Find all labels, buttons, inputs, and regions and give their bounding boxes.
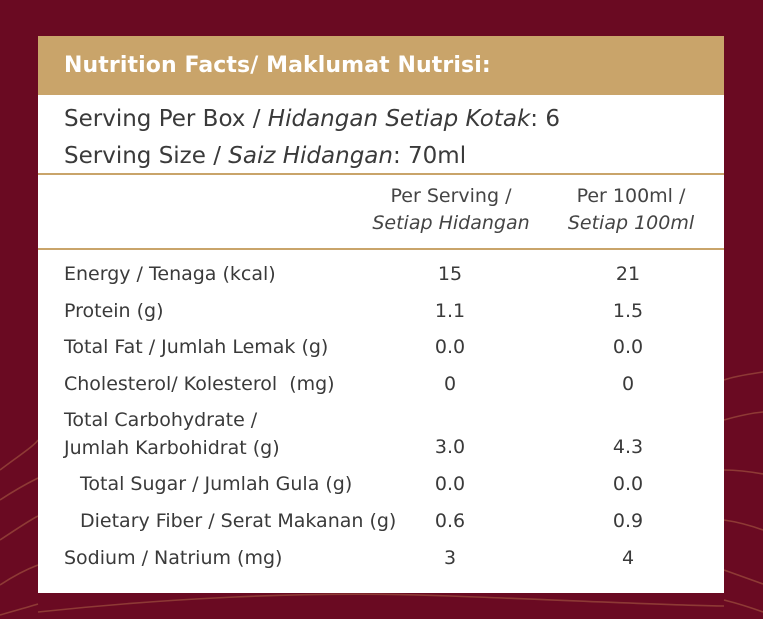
row-value-per-serving: 3.0 [434, 436, 466, 459]
row-value-per-serving: 15 [437, 263, 463, 285]
row-value-per-serving: 3 [443, 546, 457, 569]
row-value-per-100ml: 0.0 [612, 336, 644, 359]
serving-size-value: : 70ml [392, 143, 467, 169]
column-header-per-serving-line1: Per Serving / [390, 185, 512, 207]
row-value-per-serving: 0 [443, 372, 457, 395]
row-label: Cholesterol/ Kolesterol (mg) [64, 372, 335, 395]
row-label: Total Carbohydrate / [64, 409, 258, 432]
row-label: Protein (g) [64, 299, 164, 322]
table-row-total-fat: Total Fat / Jumlah Lemak (g) 0.0 0.0 [38, 329, 724, 366]
row-label: Total Fat / Jumlah Lemak (g) [64, 336, 329, 359]
row-value-per-100ml: 21 [615, 263, 641, 285]
table-row-protein: Protein (g) 1.1 1.5 [38, 293, 724, 330]
table-row-total-carbohydrate: Total Carbohydrate / Jumlah Karbohidrat … [38, 402, 724, 466]
serving-per-box-label: Serving Per Box / [64, 106, 268, 132]
row-label: Total Sugar / Jumlah Gula (g) [80, 473, 353, 496]
column-header-per-100ml: Per 100ml / Setiap 100ml [551, 183, 711, 237]
column-header-per-serving: Per Serving / Setiap Hidangan [356, 183, 546, 237]
divider-top [38, 173, 724, 175]
column-header-per-100ml-line2: Setiap 100ml [567, 212, 695, 234]
table-row-energy: Energy / Tenaga (kcal) 15 21 [38, 256, 724, 293]
serving-size-label: Serving Size / [64, 143, 229, 169]
row-value-per-100ml: 0.9 [612, 509, 644, 532]
serving-per-box-label-italic: Hidangan Setiap Kotak [267, 106, 531, 132]
row-value-per-serving: 0.0 [434, 336, 466, 359]
row-value-per-100ml: 0 [621, 372, 635, 395]
row-value-per-100ml: 0.0 [612, 473, 644, 496]
column-headers: Per Serving / Setiap Hidangan Per 100ml … [38, 175, 724, 248]
table-row-dietary-fiber: Dietary Fiber / Serat Makanan (g) 0.6 0.… [38, 503, 724, 540]
row-label: Sodium / Natrium (mg) [64, 546, 283, 569]
divider-header [38, 248, 724, 250]
row-label: Dietary Fiber / Serat Makanan (g) [80, 509, 397, 532]
row-label: Energy / Tenaga (kcal) [64, 263, 276, 285]
table-row-sodium: Sodium / Natrium (mg) 3 4 [38, 540, 724, 577]
serving-per-box: Serving Per Box / Hidangan Setiap Kotak:… [64, 101, 724, 138]
row-label-line2: Jumlah Karbohidrat (g) [64, 437, 280, 460]
row-value-per-serving: 0.6 [434, 509, 466, 532]
serving-size-label-italic: Saiz Hidangan [228, 143, 393, 169]
row-value-per-serving: 1.1 [434, 299, 466, 322]
row-value-per-100ml: 1.5 [612, 299, 644, 322]
row-value-per-serving: 0.0 [434, 473, 466, 496]
nutrition-facts-title: Nutrition Facts/ Maklumat Nutrisi: [38, 36, 724, 95]
serving-size: Serving Size / Saiz Hidangan: 70ml [64, 138, 724, 175]
row-value-per-100ml: 4 [621, 546, 635, 569]
serving-info: Serving Per Box / Hidangan Setiap Kotak:… [38, 95, 724, 173]
row-label-multiline: Total Carbohydrate / Jumlah Karbohidrat … [64, 406, 280, 462]
nutrition-table: Energy / Tenaga (kcal) 15 21 Protein (g)… [38, 250, 724, 576]
column-header-per-100ml-line1: Per 100ml / [576, 185, 686, 207]
serving-per-box-value: : 6 [530, 106, 560, 132]
nutrition-facts-card: Nutrition Facts/ Maklumat Nutrisi: Servi… [38, 36, 724, 593]
table-row-cholesterol: Cholesterol/ Kolesterol (mg) 0 0 [38, 366, 724, 403]
table-row-total-sugar: Total Sugar / Jumlah Gula (g) 0.0 0.0 [38, 466, 724, 503]
column-header-per-serving-line2: Setiap Hidangan [372, 212, 530, 234]
row-value-per-100ml: 4.3 [612, 436, 644, 459]
